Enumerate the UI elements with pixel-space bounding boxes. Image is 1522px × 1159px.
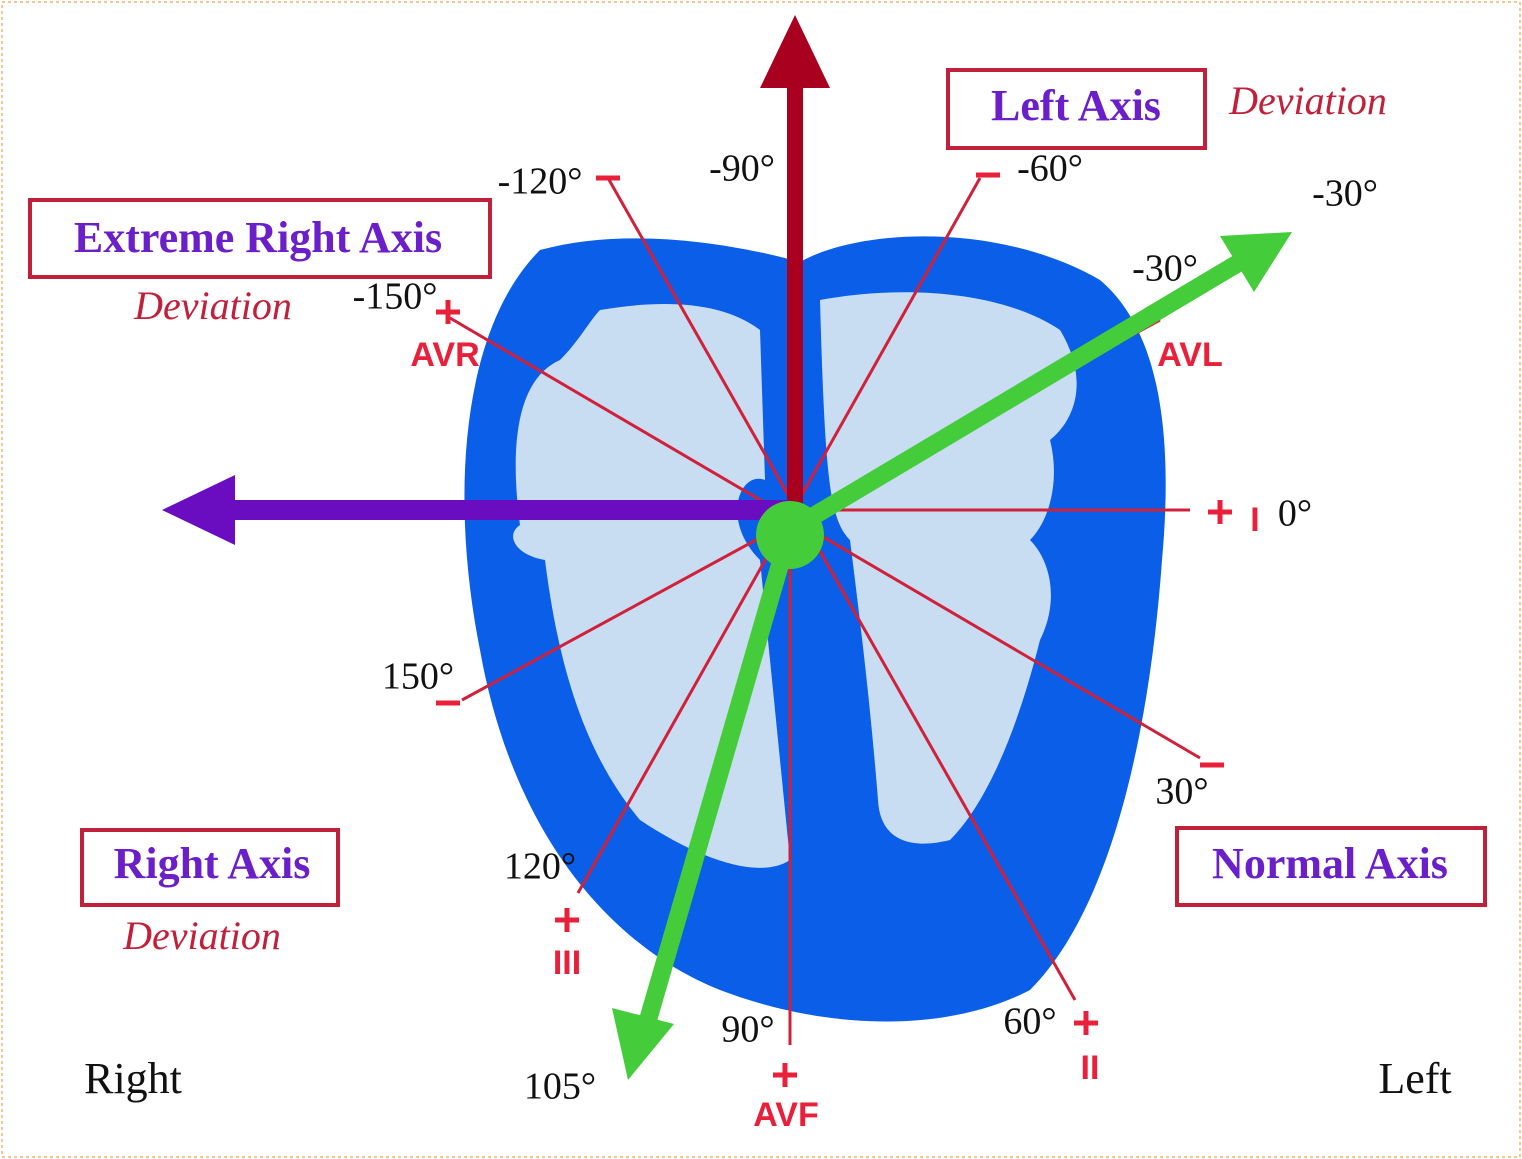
region-label: Normal Axis bbox=[1212, 839, 1448, 888]
lead-label: AVL bbox=[1157, 336, 1222, 374]
label-box bbox=[1175, 826, 1487, 907]
angle-label: 0° bbox=[1278, 493, 1312, 535]
heart-inner-right bbox=[513, 304, 790, 868]
label-box bbox=[28, 198, 492, 279]
angle-label: -120° bbox=[498, 161, 583, 203]
arrow-head bbox=[612, 1008, 674, 1080]
heart-inner-left bbox=[820, 292, 1077, 844]
angle-label: 60° bbox=[1003, 1001, 1056, 1043]
lead-label: AVF bbox=[753, 1096, 818, 1134]
lead-label: III bbox=[553, 944, 581, 982]
lead-label: AVR bbox=[410, 336, 479, 374]
angle-label: -30° bbox=[1312, 173, 1378, 215]
angle-label: -30° bbox=[1132, 248, 1198, 290]
angle-label: -90° bbox=[709, 148, 775, 190]
region-sublabel: Deviation bbox=[122, 913, 281, 958]
region-label: Extreme Right Axis bbox=[74, 213, 442, 262]
arrow-head bbox=[1220, 232, 1292, 292]
angle-label: 105° bbox=[524, 1066, 596, 1108]
label-box bbox=[80, 828, 340, 907]
arrow-shaft bbox=[639, 527, 799, 1023]
label-box bbox=[946, 68, 1207, 150]
lead-axis bbox=[449, 316, 1201, 760]
angle-label: -150° bbox=[353, 276, 438, 318]
angle-label: -60° bbox=[1017, 148, 1083, 190]
region-sublabel: Deviation bbox=[1228, 78, 1387, 123]
lead-axis bbox=[606, 177, 1077, 1001]
angle-label: 90° bbox=[721, 1009, 774, 1051]
arrow-head bbox=[162, 475, 235, 545]
side-label: Left bbox=[1378, 1054, 1451, 1103]
center bbox=[756, 501, 824, 569]
lead-label: II bbox=[1081, 1049, 1100, 1087]
region-sublabel: Deviation bbox=[133, 283, 292, 328]
region-label: Right Axis bbox=[114, 839, 311, 888]
lead-label: I bbox=[1250, 501, 1259, 539]
arrow-shaft bbox=[785, 254, 1245, 538]
region-label: Left Axis bbox=[991, 81, 1161, 130]
side-label: Right bbox=[84, 1054, 182, 1103]
angle-label: 150° bbox=[382, 656, 454, 698]
arrow-head bbox=[760, 15, 830, 88]
angle-label: 120° bbox=[504, 846, 576, 888]
signs bbox=[436, 172, 1232, 1087]
angle-label: 30° bbox=[1155, 771, 1208, 813]
